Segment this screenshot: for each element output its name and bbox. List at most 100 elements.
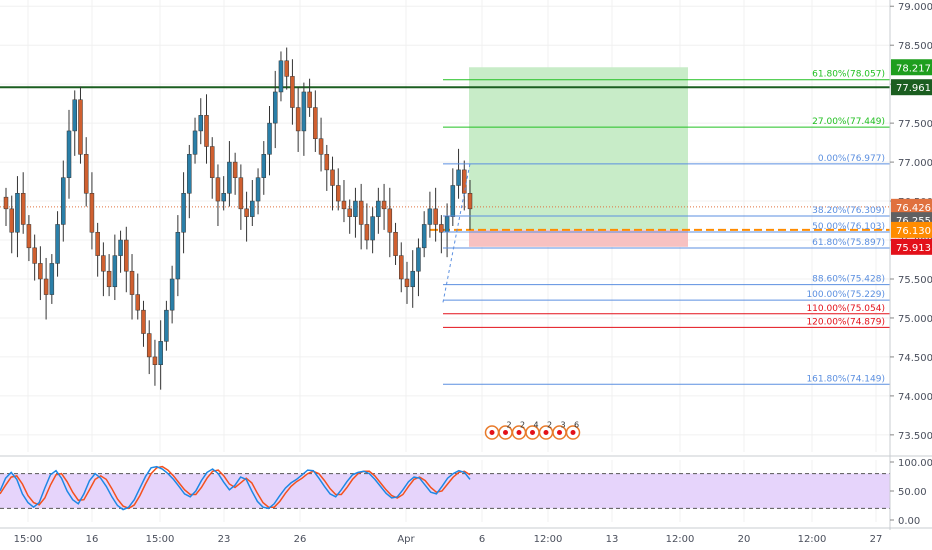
fib-label: 61.80%(75.897) [812, 238, 885, 248]
price-tick-label: 79.000 [898, 2, 932, 13]
candle-body [364, 224, 370, 241]
candle-body [118, 239, 123, 256]
time-tick-label: 15:00 [14, 534, 43, 545]
candle-body [32, 247, 37, 264]
time-tick-label: 6 [479, 534, 485, 545]
candle-body [456, 169, 461, 186]
candle-body [175, 231, 181, 280]
candle-body [393, 231, 398, 256]
oscillator-d-line [0, 465, 471, 510]
candle-body [284, 60, 289, 77]
candle-body [164, 309, 169, 342]
fib-label: 110.00%(75.054) [806, 304, 885, 314]
candle-body [221, 193, 226, 202]
event-count: 6 [574, 421, 579, 430]
candle-body [444, 216, 450, 233]
event-icon-dot [503, 430, 508, 436]
time-tick-label: Apr [397, 534, 415, 545]
fib-label: 50.00%(76.103) [812, 222, 885, 232]
candle-body [421, 224, 427, 249]
time-tick-label: 23 [218, 534, 231, 545]
candle-body [26, 224, 32, 249]
price-tag-label: 77.961 [896, 83, 931, 94]
candle-body [9, 208, 14, 233]
horizontal-lines [0, 86, 890, 208]
candle-body [158, 341, 163, 365]
event-icon-dot [530, 430, 535, 436]
fib-levels: 161.80%(74.149) 120.00%(74.879) 110.00%(75… [443, 70, 890, 385]
candle-body [215, 177, 221, 202]
candle-body [450, 185, 456, 217]
time-tick-label: 12:00 [666, 534, 695, 545]
time-tick-label: 20 [738, 534, 751, 545]
candle-body [330, 169, 335, 186]
candle-body [198, 115, 204, 132]
candle-body [169, 278, 175, 311]
event-icon-dot [557, 430, 562, 436]
candle-body [95, 231, 100, 256]
candle-body [227, 161, 232, 194]
candle-body [112, 255, 118, 288]
candle-body [290, 76, 295, 108]
oscillator-k-line [0, 465, 471, 511]
fib-label: 88.60%(75.428) [812, 275, 885, 285]
event-icon-dot [516, 430, 522, 436]
candle-body [353, 200, 358, 217]
position-zones [430, 67, 890, 247]
candle-body [141, 309, 146, 334]
candle-body [129, 270, 135, 295]
fib-label: 100.00%(75.229) [806, 290, 885, 300]
fib-label: 27.00%(77.449) [812, 117, 885, 127]
time-tick-label: 16 [86, 534, 99, 545]
candle-body [49, 263, 55, 295]
candle-body [135, 294, 141, 311]
candle-body [267, 122, 272, 155]
candle-body [301, 91, 307, 132]
event-count: 4 [533, 421, 538, 430]
time-tick-label: 12:00 [798, 534, 827, 545]
candles [3, 47, 473, 390]
candle-body [89, 193, 95, 233]
price-tag [891, 59, 932, 76]
osc-tick-label: 100.00 [898, 458, 932, 469]
candle-body [43, 278, 49, 295]
candle-body [313, 107, 318, 139]
price-tag [891, 198, 932, 215]
time-tick-label: 26 [294, 534, 307, 545]
event-count: 3 [560, 421, 565, 430]
price-tick-label: 77.500 [898, 119, 932, 130]
candle-body [341, 200, 347, 210]
candle-body [101, 255, 106, 272]
candle-body [324, 154, 330, 171]
fib-label: 161.80%(74.149) [806, 374, 885, 384]
oscillator-band [0, 473, 890, 509]
event-icon-dot [543, 430, 549, 436]
candle-body [295, 107, 301, 132]
candle-body [192, 130, 198, 155]
candle-body [307, 91, 312, 108]
oscillator-pane [0, 455, 932, 511]
event-count: 2 [547, 421, 552, 430]
candle-body [381, 200, 387, 210]
price-tick-label: 74.500 [898, 353, 932, 364]
time-tick-label: 15:00 [146, 534, 175, 545]
price-tick-label: 77.000 [898, 158, 932, 169]
candle-body [318, 138, 324, 155]
event-count: 2 [520, 421, 525, 430]
event-icon-dot [489, 430, 495, 436]
candle-body [439, 224, 444, 233]
candle-body [181, 193, 186, 233]
price-tick-label: 75.500 [898, 275, 932, 286]
price-tick-label: 75.000 [898, 314, 932, 325]
candle-body [187, 154, 192, 194]
candle-body [387, 208, 393, 233]
candle-body [83, 154, 89, 194]
candle-body [209, 146, 215, 178]
fib-label: 61.80%(78.057) [812, 70, 885, 80]
candle-body [427, 208, 433, 225]
candle-body [55, 224, 60, 264]
candle-body [238, 177, 244, 210]
osc-tick-label: 50.00 [898, 487, 927, 498]
